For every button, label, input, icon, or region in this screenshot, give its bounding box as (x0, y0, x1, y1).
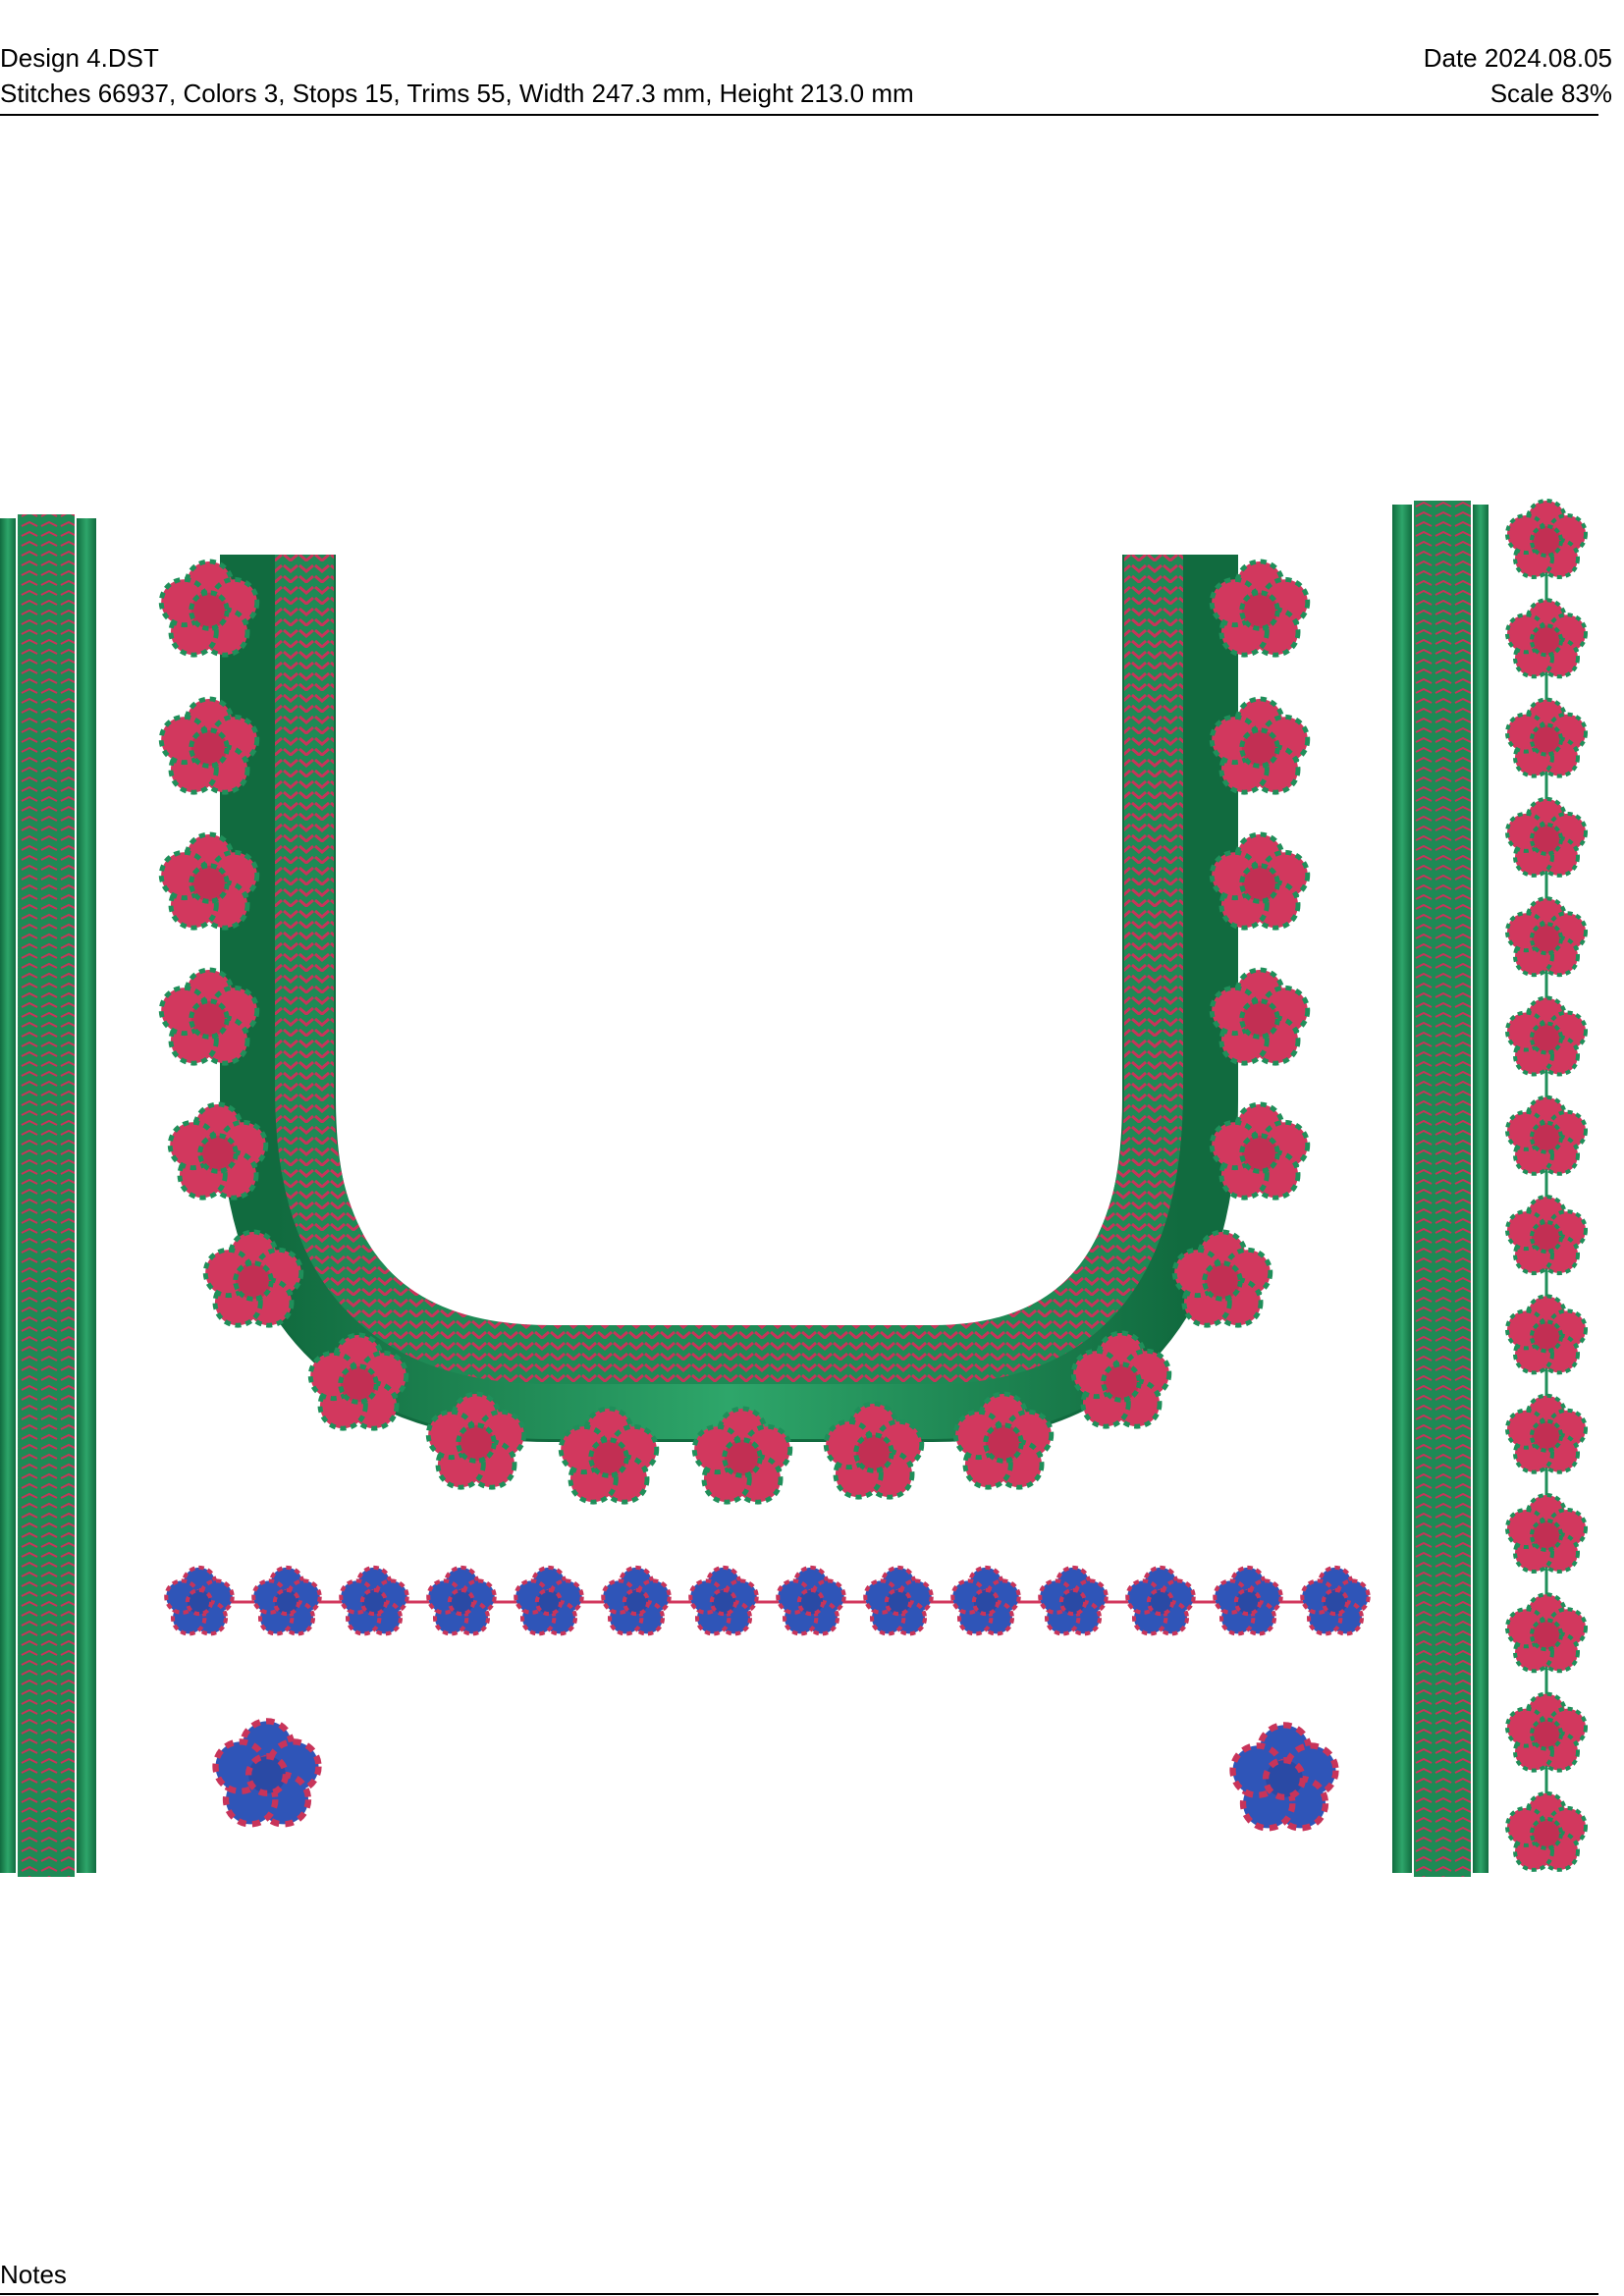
vine-flower (1505, 796, 1588, 878)
chain-blue-flower (341, 1568, 407, 1634)
vine-flower (1505, 1294, 1588, 1375)
chain-blue-flower (778, 1568, 844, 1634)
vine-flower (1505, 1393, 1588, 1474)
header-divider (0, 114, 1598, 116)
vine-flower (1505, 1691, 1588, 1773)
vine-flower (1505, 896, 1588, 978)
vine-flower (1505, 1195, 1588, 1276)
chain-blue-flower (428, 1568, 495, 1634)
vine-flower (1505, 697, 1588, 778)
design-date: Date 2024.08.05 (1423, 43, 1612, 73)
design-scale: Scale 83% (1489, 79, 1612, 108)
chain-blue-flower (603, 1568, 670, 1634)
chain-blue-flower (515, 1568, 582, 1634)
vine-flower (1505, 598, 1588, 679)
neckline-u-border (220, 555, 1238, 1442)
chain-blue-flower (952, 1568, 1019, 1634)
design-file-name: Design 4.DST (0, 43, 159, 73)
chain-blue-flower (1127, 1568, 1194, 1634)
vine-flower (1505, 1095, 1588, 1176)
design-stats: Stitches 66937, Colors 3, Stops 15, Trim… (0, 79, 914, 108)
vine-flower (1505, 1790, 1588, 1872)
chain-blue-flower (1215, 1568, 1281, 1634)
vine-flower (1505, 1592, 1588, 1674)
vine-flower (1505, 1493, 1588, 1574)
chain-blue-flower (1040, 1568, 1107, 1634)
blue-flower-chain (166, 1568, 1369, 1634)
vine-flower (1505, 995, 1588, 1077)
chain-blue-flower (865, 1568, 932, 1634)
single-blue-flowers (216, 1721, 1336, 1828)
chain-blue-flower (1302, 1568, 1369, 1634)
chain-blue-flower (690, 1568, 757, 1634)
left-border-strip (0, 514, 96, 1877)
vine-flower (1505, 499, 1588, 579)
footer-divider (0, 2293, 1598, 2295)
chain-blue-flower (253, 1568, 320, 1634)
right-flower-vine (1505, 499, 1588, 1872)
right-border-strip (1392, 501, 1489, 1877)
notes-label: Notes (0, 2260, 67, 2289)
chain-blue-flower (166, 1568, 233, 1634)
